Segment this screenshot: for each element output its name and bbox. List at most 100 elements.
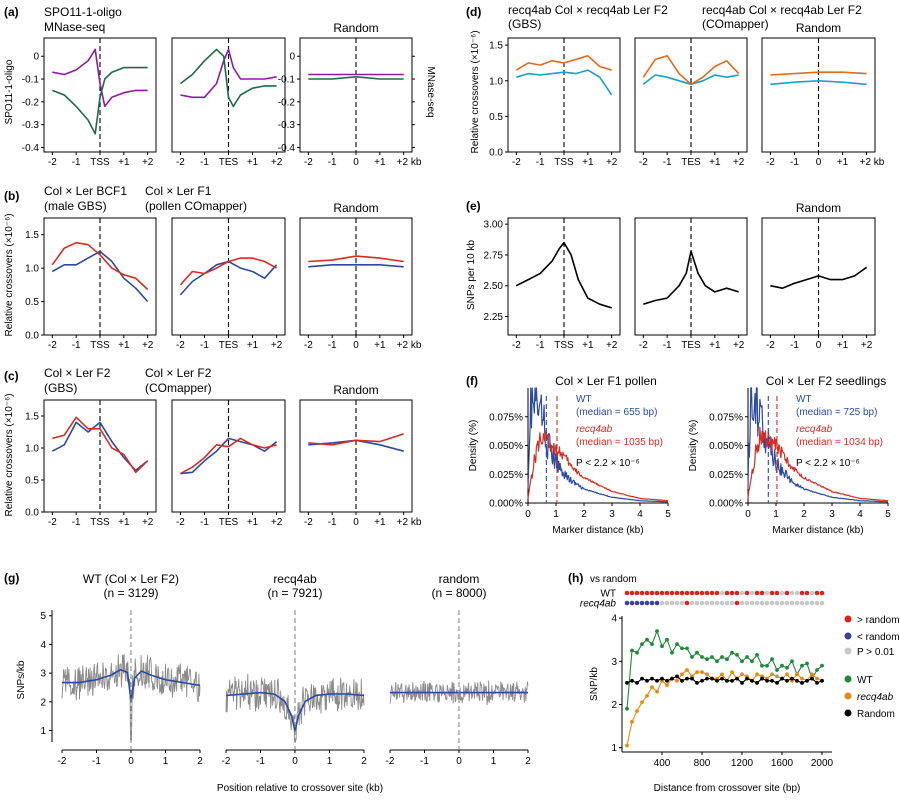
h-sig-dot-WT-16 — [699, 590, 705, 596]
c-xtick-label: -2 — [176, 517, 185, 528]
h-sig-dot-WT-13 — [684, 590, 690, 596]
h-sig-dot-recq4ab-15 — [694, 600, 700, 606]
h-point-Random-35 — [795, 678, 799, 683]
g-xtick-label: 0 — [128, 756, 134, 767]
f-xlabel: Marker distance (kb) — [772, 525, 863, 536]
h-sig-dot-WT-17 — [704, 590, 710, 596]
h-point-WT-13 — [685, 646, 689, 651]
h-sig-dot-WT-9 — [664, 590, 670, 596]
f-subplot-2-series-1 — [747, 387, 889, 503]
e-xtick-label: -2 — [512, 340, 521, 351]
e-ytick-label: 2.50 — [484, 281, 504, 292]
b-ytick-label: 1.5 — [25, 230, 39, 241]
panel-label-a: (a) — [4, 5, 19, 19]
h-point-Random-29 — [765, 678, 769, 683]
c-legend-gbs-sub: (GBS) — [44, 381, 77, 395]
f-ytick-label: 0.075% — [709, 412, 743, 423]
e-subplot-1-series-1 — [515, 241, 612, 309]
panel-label-e: (e) — [466, 199, 481, 213]
h-point-recq4ab-35 — [795, 672, 799, 677]
h-point-recq4ab-31 — [775, 674, 779, 679]
e-xtick-label: -1 — [663, 340, 672, 351]
c-xtick-label: +2 — [271, 517, 283, 528]
c-xtick-label: +1 — [374, 517, 386, 528]
f-xtick-label: 4 — [637, 509, 643, 520]
a-ytick-right-label: -0.3 — [278, 120, 296, 131]
h-point-WT-5 — [645, 637, 649, 642]
h-point-WT-40 — [820, 663, 824, 668]
g-xtick-label: -1 — [420, 756, 429, 767]
b-xtick-label: +2 kb — [397, 340, 422, 351]
d-xtick-label: +1 — [837, 157, 849, 168]
e-ytick-label: 3.00 — [484, 220, 504, 231]
h-point-Random-11 — [675, 674, 679, 679]
h-ytick-label: 1 — [611, 743, 617, 754]
f-xtick-label: 2 — [581, 509, 587, 520]
b-xtick-label: +2 — [142, 340, 154, 351]
a-xtick-label: +1 — [118, 157, 130, 168]
h-legend-marker-4 — [844, 675, 852, 683]
g-ytick-label: 3 — [40, 669, 46, 680]
h-series-recq4ab-line — [626, 669, 823, 746]
h-sig-dot-WT-2 — [629, 590, 635, 596]
h-point-recq4ab-13 — [685, 668, 689, 672]
b-subplot-3-series-1 — [308, 263, 404, 268]
h-legend-label: WT — [857, 675, 873, 686]
h-point-Random-18 — [710, 676, 714, 681]
h-sig-dot-WT-6 — [649, 590, 655, 596]
b-ytick-label: 0.5 — [25, 297, 39, 308]
b-xtick-label: +2 — [271, 340, 283, 351]
h-point-recq4ab-7 — [655, 689, 659, 694]
h-sig-row-label: recq4ab — [580, 599, 617, 610]
h-point-Random-39 — [815, 681, 819, 685]
b-subplot-title: Random — [333, 201, 378, 215]
h-point-recq4ab-22 — [730, 670, 734, 674]
a-subplot-2-series-1 — [180, 48, 277, 99]
f-annot-wt-median: (median = 725 bp) — [796, 407, 877, 418]
h-sig-dot-recq4ab-2 — [629, 600, 635, 606]
e-xtick-label: +1 — [582, 340, 594, 351]
d-xtick-label: -1 — [536, 157, 545, 168]
d-xtick-label: +2 — [733, 157, 745, 168]
h-sig-dot-WT-1 — [624, 590, 630, 596]
f-xtick-label: 1 — [773, 509, 779, 520]
c-xtick-label: 0 — [353, 517, 359, 528]
f-xtick-label: 3 — [609, 509, 615, 520]
e-subplot-title: Random — [796, 201, 841, 215]
g-ytick-label: 4 — [40, 640, 46, 651]
f-ytick-label: 0.025% — [709, 470, 743, 481]
d-subplot-1-series-2 — [515, 54, 612, 71]
h-sig-dot-WT-19 — [714, 590, 720, 596]
h-sig-dot-WT-23 — [734, 590, 740, 596]
d-xtick-label: +2 kb — [860, 157, 885, 168]
f-xtick-label: 0 — [525, 509, 531, 520]
h-legend-label: Random — [857, 709, 895, 720]
a-ytick-label: -0.3 — [22, 120, 40, 131]
c-xtick-label: TSS — [90, 517, 110, 528]
h-point-recq4ab-30 — [770, 672, 774, 677]
d-legend-gbs: recq4ab Col × recq4ab Ler F2 — [508, 3, 668, 17]
g-xtick-label: -2 — [58, 756, 67, 767]
f-xtick-label: 4 — [857, 509, 863, 520]
h-sig-dot-WT-12 — [679, 590, 685, 596]
b-xtick-label: -2 — [304, 340, 313, 351]
h-point-WT-34 — [790, 659, 794, 664]
a-subplot-3-series-2 — [308, 76, 404, 80]
h-sig-dot-recq4ab-17 — [704, 600, 710, 606]
h-point-recq4ab-4 — [640, 700, 644, 705]
h-sig-dot-WT-32 — [779, 590, 785, 596]
c-xtick-label: TES — [219, 517, 239, 528]
f-ytick-label: 0.025% — [489, 470, 523, 481]
h-series-WT-line — [626, 630, 823, 709]
h-sig-dot-recq4ab-23 — [734, 600, 740, 606]
f-ytick-label: 0.050% — [489, 441, 523, 452]
h-point-Random-8 — [660, 676, 664, 681]
e-xtick-label: +1 — [837, 340, 849, 351]
h-sig-dot-WT-31 — [774, 590, 780, 596]
h-point-Random-14 — [690, 676, 694, 681]
h-point-WT-23 — [735, 653, 739, 657]
h-sig-dot-WT-30 — [769, 590, 775, 596]
h-point-Random-36 — [800, 681, 804, 685]
d-xtick-label: -1 — [790, 157, 799, 168]
